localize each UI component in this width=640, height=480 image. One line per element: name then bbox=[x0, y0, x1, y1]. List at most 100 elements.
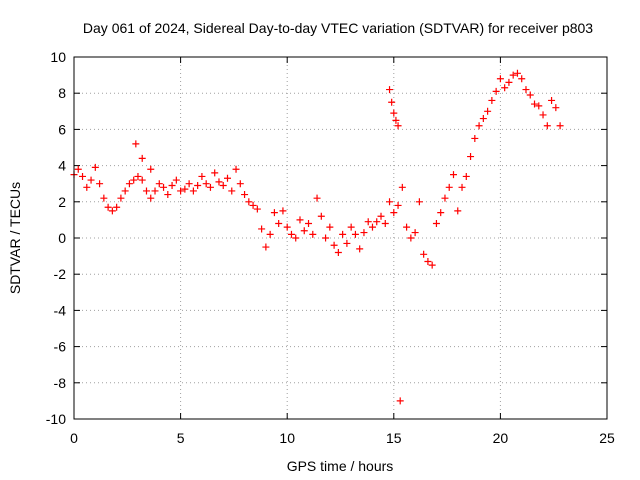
data-point bbox=[236, 180, 244, 188]
data-point bbox=[91, 163, 99, 171]
x-tick-label: 20 bbox=[493, 430, 509, 446]
data-point bbox=[492, 87, 500, 95]
data-point bbox=[138, 176, 146, 184]
data-point bbox=[138, 154, 146, 162]
data-point bbox=[155, 180, 163, 188]
data-point bbox=[322, 234, 330, 242]
data-point bbox=[87, 176, 95, 184]
data-point bbox=[475, 122, 483, 130]
data-point bbox=[147, 165, 155, 173]
data-point bbox=[104, 203, 112, 211]
y-tick-label: 4 bbox=[58, 158, 66, 174]
plot-frame bbox=[73, 56, 608, 420]
x-tick-label: 5 bbox=[177, 430, 185, 446]
data-point bbox=[147, 194, 155, 202]
data-point bbox=[168, 182, 176, 190]
data-point bbox=[539, 111, 547, 119]
data-point bbox=[305, 220, 313, 228]
y-tick-label: 2 bbox=[58, 194, 66, 210]
data-point bbox=[535, 102, 543, 110]
data-point bbox=[279, 207, 287, 215]
y-tick-label: 0 bbox=[58, 230, 66, 246]
data-point bbox=[245, 198, 253, 206]
data-point bbox=[300, 227, 308, 235]
data-point bbox=[317, 212, 325, 220]
y-tick-label: -6 bbox=[54, 339, 67, 355]
data-point bbox=[396, 397, 404, 405]
data-point bbox=[556, 122, 564, 130]
y-tick-label: 8 bbox=[58, 85, 66, 101]
data-point bbox=[113, 203, 121, 211]
data-point bbox=[394, 122, 402, 130]
data-point bbox=[543, 122, 551, 130]
data-point bbox=[347, 223, 355, 231]
data-point bbox=[531, 100, 539, 108]
data-point bbox=[390, 109, 398, 117]
data-point bbox=[467, 153, 475, 161]
data-point bbox=[364, 218, 372, 226]
data-point bbox=[398, 183, 406, 191]
y-tick-label: -4 bbox=[54, 302, 67, 318]
data-point bbox=[454, 207, 462, 215]
data-point bbox=[241, 191, 249, 199]
data-point bbox=[326, 223, 334, 231]
data-point bbox=[488, 96, 496, 104]
data-point bbox=[339, 230, 347, 238]
data-point bbox=[458, 183, 466, 191]
data-points bbox=[70, 69, 564, 405]
data-point bbox=[266, 230, 274, 238]
data-point bbox=[471, 134, 479, 142]
data-point bbox=[377, 212, 385, 220]
data-point bbox=[189, 187, 197, 195]
data-point bbox=[368, 223, 376, 231]
data-point bbox=[296, 216, 304, 224]
data-point bbox=[219, 182, 227, 190]
y-tick-label: -2 bbox=[54, 266, 67, 282]
data-point bbox=[287, 230, 295, 238]
data-point bbox=[334, 248, 342, 256]
data-point bbox=[441, 194, 449, 202]
y-axis-label: SDTVAR / TECUs bbox=[7, 182, 23, 294]
data-point bbox=[130, 176, 138, 184]
data-point bbox=[313, 194, 321, 202]
data-point bbox=[462, 172, 470, 180]
data-point bbox=[228, 187, 236, 195]
data-point bbox=[360, 229, 368, 237]
data-point bbox=[202, 180, 210, 188]
data-point bbox=[185, 180, 193, 188]
grid bbox=[74, 57, 607, 419]
data-point bbox=[83, 183, 91, 191]
data-point bbox=[432, 220, 440, 228]
data-point bbox=[386, 86, 394, 94]
data-point bbox=[403, 223, 411, 231]
data-point bbox=[96, 180, 104, 188]
data-point bbox=[479, 115, 487, 123]
data-point bbox=[74, 165, 82, 173]
data-point bbox=[121, 187, 129, 195]
x-tick-label: 0 bbox=[70, 430, 78, 446]
x-tick-label: 15 bbox=[386, 430, 402, 446]
data-point bbox=[164, 191, 172, 199]
data-point bbox=[428, 261, 436, 269]
data-point bbox=[449, 171, 457, 179]
data-point bbox=[258, 225, 266, 233]
data-point bbox=[445, 183, 453, 191]
data-point bbox=[198, 172, 206, 180]
data-point bbox=[388, 98, 396, 106]
data-point bbox=[249, 201, 257, 209]
data-point bbox=[117, 194, 125, 202]
data-point bbox=[424, 258, 432, 266]
data-point bbox=[224, 174, 232, 182]
y-tick-label: 6 bbox=[58, 121, 66, 137]
data-point bbox=[386, 198, 394, 206]
data-point bbox=[411, 229, 419, 237]
data-point bbox=[132, 140, 140, 148]
data-point bbox=[142, 187, 150, 195]
y-tick-label: 10 bbox=[50, 49, 66, 65]
data-point bbox=[253, 205, 261, 213]
x-tick-label: 25 bbox=[599, 430, 615, 446]
data-point bbox=[172, 176, 180, 184]
data-point bbox=[522, 86, 530, 94]
data-point bbox=[134, 172, 142, 180]
data-point bbox=[407, 234, 415, 242]
